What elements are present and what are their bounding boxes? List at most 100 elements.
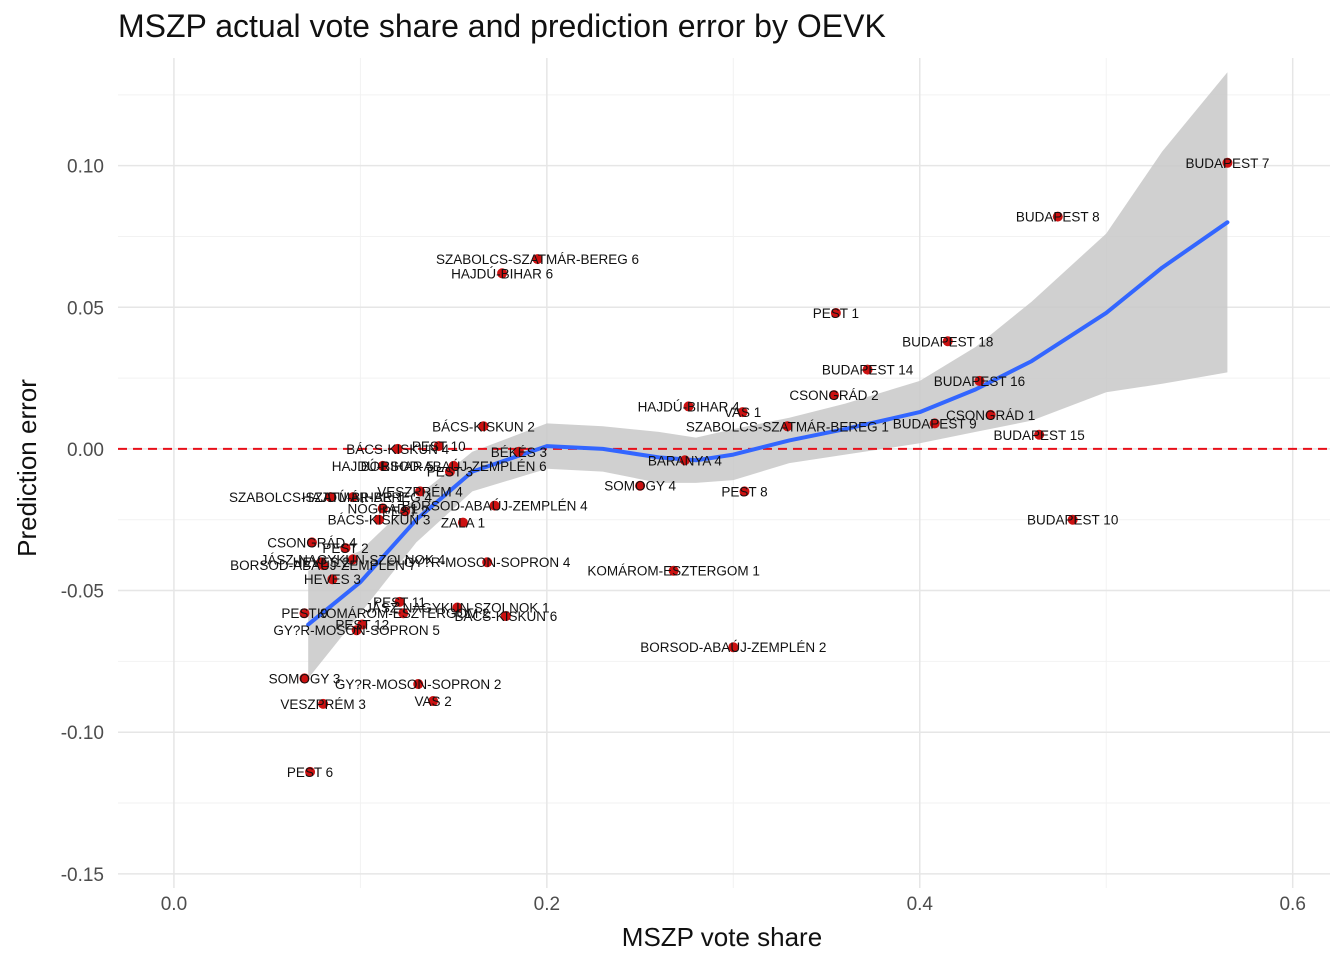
point-label: GY?R-MOSON-SOPRON 4: [404, 555, 571, 570]
point-label: CSONGRÁD 2: [789, 388, 878, 403]
y-axis-title: Prediction error: [12, 379, 42, 557]
data-point: [683, 401, 694, 412]
x-tick-label: 0.6: [1279, 894, 1305, 915]
point-label: SZABOLCS-SZATMÁR-BEREG 6: [436, 252, 639, 267]
point-label: PEST 9: [281, 606, 327, 621]
point-label: PEST 2: [322, 541, 368, 556]
point-label: JÁSZ-NAGYKUN-SZOLNOK 1: [365, 601, 550, 616]
point-label: BUDAPEST 8: [1016, 210, 1100, 225]
point-label: HEVES 3: [304, 572, 361, 587]
data-point: [513, 446, 524, 457]
point-label: BÉKÉS 3: [491, 445, 547, 460]
data-point: [327, 574, 338, 585]
data-point: [500, 611, 511, 622]
point-label: CSONGRÁD 4: [267, 535, 357, 550]
confidence-band-area: [308, 72, 1228, 679]
data-point: [1034, 429, 1045, 440]
point-label: BUDAPEST 18: [902, 334, 993, 349]
data-point: [347, 492, 358, 503]
point-label: PEST 6: [287, 765, 333, 780]
data-point: [318, 560, 329, 571]
data-point: [1067, 514, 1078, 525]
point-label: BORSOD-ABAÚJ-ZEMPLÉN 2: [640, 640, 826, 655]
point-label: BUDAPEST 16: [934, 374, 1025, 389]
point-label: JÁSZ-NAGYKUN-SZOLNOK 4: [261, 552, 446, 567]
point-label: BÁCS-KISKUN 3: [328, 513, 431, 528]
data-point: [497, 268, 508, 279]
point-label: BORSOD-ABAÚJ-ZEMPLÉN 6: [361, 459, 547, 474]
point-label: PEST 1: [813, 306, 859, 321]
grid: [118, 58, 1330, 888]
point-label: SZABOLCS-SZATMÁR-BEREG 1: [686, 419, 889, 434]
data-point: [929, 418, 940, 429]
data-point: [679, 455, 690, 466]
data-point: [457, 517, 468, 528]
point-label: HAJDÚ-BIHAR 5: [332, 459, 434, 474]
smooth-line: [306, 220, 1230, 627]
y-tick-label: -0.05: [61, 582, 104, 603]
data-point: [532, 254, 543, 265]
point-label: NÓGRÁD 1: [348, 501, 419, 516]
y-tick-label: 0.00: [67, 440, 104, 461]
point-label: CSONGRÁD 1: [946, 408, 1035, 423]
x-tick-label: 0.4: [907, 894, 934, 915]
point-label: GY?R-MOSON-SOPRON 5: [273, 623, 440, 638]
smooth-fit-line: [306, 220, 1230, 627]
point-label: PEST 3: [427, 465, 473, 480]
data-point: [1052, 211, 1063, 222]
data-point: [739, 486, 750, 497]
point-label: BÁCS-KISKUN 4: [346, 442, 449, 457]
point-label: ZALA 1: [441, 516, 485, 531]
data-point: [782, 421, 793, 432]
data-point: [400, 506, 411, 517]
point-label: BUDAPEST 14: [822, 363, 914, 378]
data-point: [433, 441, 444, 452]
point-label: BÁCS-KISKUN 6: [454, 609, 557, 624]
point-label: PEST 12: [335, 618, 389, 633]
point-label: HAJDÚ-BIHAR 6: [451, 266, 553, 281]
data-point: [728, 642, 739, 653]
point-label: HAJDÚ-BIHAR 1: [302, 490, 404, 505]
point-label: PEST 8: [721, 484, 767, 499]
point-label: BARANYA 4: [648, 453, 723, 468]
point-label: BORSOD-ABAÚJ-ZEMPLÉN 7: [230, 558, 416, 573]
point-label: BUDAPEST 15: [993, 428, 1084, 443]
data-point: [351, 625, 362, 636]
data-point: [318, 698, 329, 709]
data-point: [413, 679, 424, 690]
point-label: BUDAPEST 7: [1186, 156, 1270, 171]
data-point: [347, 554, 358, 565]
point-label: BUDAPEST 9: [893, 416, 977, 431]
tick-labels: 0.0 0.2 0.4 0.6 0.10 0.05 0.00 -0.05 -0.10 -0.15: [61, 157, 1306, 915]
x-axis-title: MSZP vote share: [622, 922, 822, 952]
data-point: [942, 336, 953, 347]
data-point: [1222, 157, 1233, 168]
point-label: VAS 1: [724, 405, 761, 420]
data-point: [489, 500, 500, 511]
chart-title: MSZP actual vote share and prediction er…: [118, 8, 886, 44]
point-label: BÁCS-KISKUN 2: [432, 419, 535, 434]
point-label: KOMÁROM-ESZTERGOM 1: [587, 564, 760, 579]
data-point: [635, 480, 646, 491]
data-point: [415, 486, 426, 497]
point-label: SOMOGY 3: [269, 671, 341, 686]
y-tick-label: 0.10: [67, 157, 104, 178]
point-label: PEST 11: [373, 595, 426, 610]
data-point: [830, 307, 841, 318]
data-point: [374, 514, 385, 525]
data-point: [299, 673, 310, 684]
data-point: [482, 557, 493, 568]
data-point: [444, 466, 455, 477]
data-point: [974, 375, 985, 386]
data-point: [862, 364, 873, 375]
point-labels: BUDAPEST 7 BUDAPEST 8 SZABOLCS-SZATMÁR-BER…: [229, 156, 1269, 780]
data-point: [299, 608, 310, 619]
data-point: [306, 537, 317, 548]
data-points: [299, 157, 1233, 777]
point-label: VESZPRÉM 3: [280, 697, 366, 712]
point-label: PEST 2: [382, 504, 428, 519]
point-label: GY?R-MOSON-SOPRON 2: [335, 677, 502, 692]
data-point: [737, 407, 748, 418]
